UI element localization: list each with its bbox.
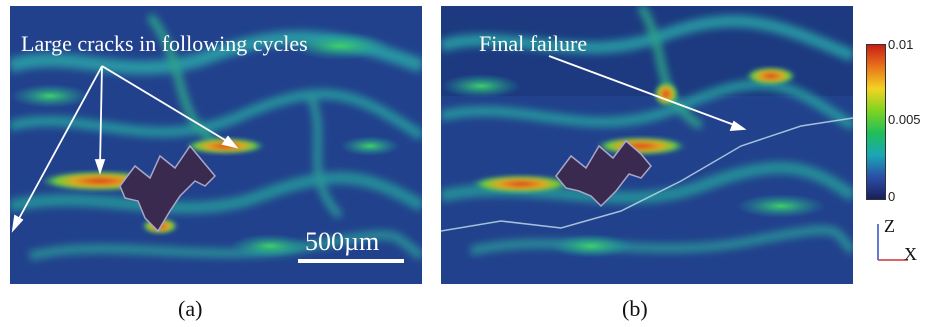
- strain-map-panel-b: [441, 6, 853, 284]
- crack-region-b: [555, 139, 652, 208]
- crack-region-a: [119, 144, 217, 233]
- strain-map-a-image: [10, 6, 422, 284]
- strain-map-panel-a: [10, 6, 422, 284]
- caption-b: (b): [622, 296, 648, 321]
- strain-map-b-image: [441, 6, 853, 284]
- annotation-label-b: Final failure: [479, 31, 588, 56]
- colorbar-tick-max: 0.01: [888, 37, 914, 52]
- axis-triad: [877, 224, 908, 261]
- failure-crack-path: [441, 117, 853, 232]
- annotation-arrow-b: [548, 55, 747, 132]
- annotation-arrows-a: [11, 65, 239, 233]
- scale-bar: [298, 259, 404, 263]
- caption-a: (a): [178, 296, 203, 321]
- colorbar-tick-mid: 0.005: [888, 112, 921, 127]
- axis-x-label: X: [904, 244, 917, 264]
- annotation-label-a: Large cracks in following cycles: [21, 31, 308, 56]
- colorbar-tick-min: 0: [888, 189, 896, 204]
- axis-z-label: Z: [884, 216, 895, 236]
- strain-colorbar: [866, 44, 886, 200]
- scale-bar-label: 500µm: [305, 227, 380, 256]
